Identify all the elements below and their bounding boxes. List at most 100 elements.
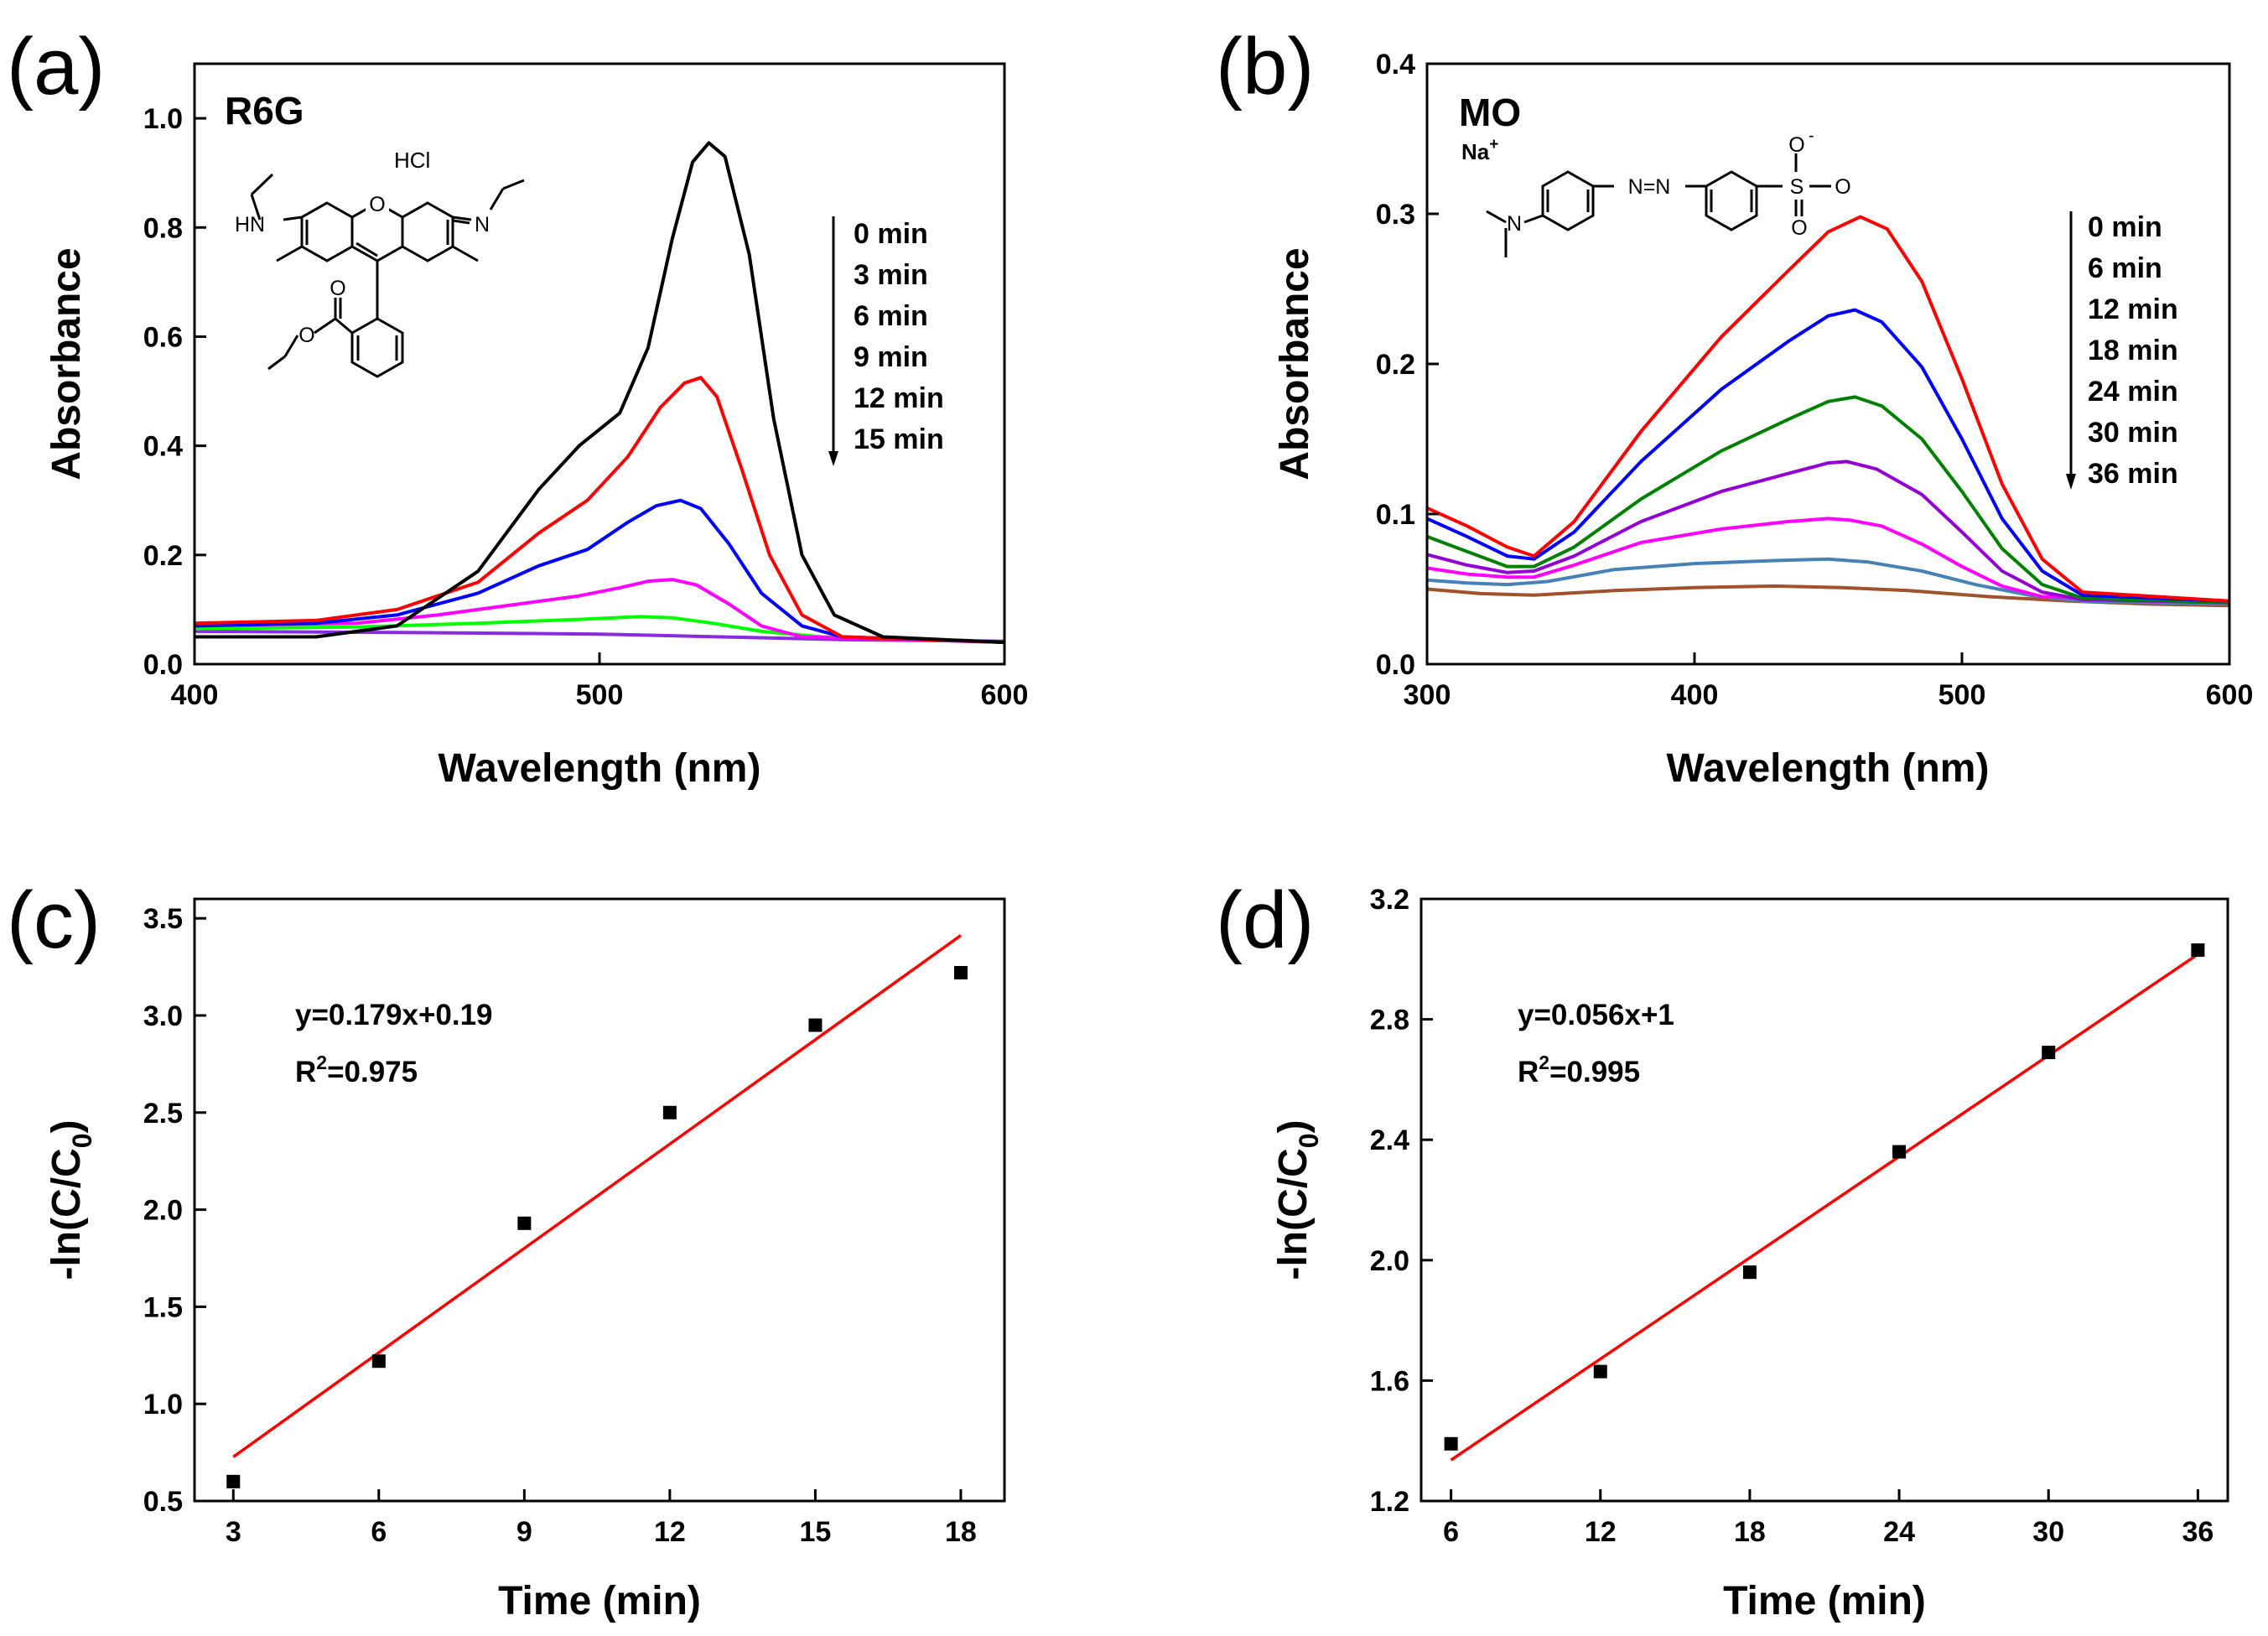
svg-text:S: S (1790, 175, 1804, 199)
panel-a-x-ticks: 400 500 600 (171, 652, 1029, 711)
legend-item: 18 min (2088, 335, 2178, 366)
fit-line (232, 934, 962, 1458)
panel-d-equation: y=0.056x+1 (1518, 999, 1674, 1031)
x-tick-label: 600 (981, 679, 1029, 711)
y-tick-label: 1.0 (143, 103, 183, 135)
panel-b-legend: 0 min 6 min 12 min 18 min 24 min 30 min … (2088, 211, 2178, 490)
data-point (371, 1354, 386, 1369)
y-tick-label: 0.5 (143, 1486, 183, 1518)
panel-b-legend-arrow (2066, 474, 2076, 490)
data-point (517, 1216, 532, 1230)
panel-b-x-label: Wavelength (nm) (1667, 746, 1990, 791)
panel-a-compound-label: R6G (225, 89, 304, 132)
x-tick-label: 400 (1671, 679, 1719, 711)
panel-b-compound-label: MO (1459, 91, 1521, 134)
y-tick-label: 3.5 (143, 903, 183, 935)
x-tick-label: 400 (171, 679, 219, 711)
x-tick-label: 30 (2032, 1516, 2064, 1548)
r6g-structure: O HN N O O HCl (235, 148, 525, 378)
x-tick-label: 12 (1585, 1516, 1617, 1548)
series-line-9-min (194, 578, 1005, 644)
y-tick-label: 0.4 (1376, 49, 1415, 81)
svg-text:N=N: N=N (1628, 175, 1671, 199)
svg-text:N: N (1507, 212, 1522, 236)
x-tick-label: 500 (1938, 679, 1986, 711)
y-tick-label: 0.2 (143, 540, 183, 572)
x-tick-label: 6 (371, 1516, 387, 1548)
fit-line (1450, 953, 2199, 1462)
data-point (1742, 1265, 1757, 1280)
data-point (1444, 1436, 1458, 1451)
svg-text:O: O (1835, 175, 1850, 199)
panel-d-x-ticks: 6 12 18 24 30 36 (1443, 1489, 2214, 1548)
panel-b-y-ticks: 0.0 0.1 0.2 0.3 0.4 (1376, 49, 1439, 681)
series-line-0-min (195, 141, 1005, 644)
svg-text:O: O (298, 324, 314, 347)
series-line-24-min (1426, 517, 2230, 605)
data-point (2191, 943, 2205, 958)
panel-d: (d) 6 12 18 24 30 36 1.2 1.6 2.0 2.4 2.8 3.2 Time … (1216, 875, 2229, 1623)
panel-a: (a) 400 500 600 0.0 0.2 0.4 0.6 0.8 1.0 Wavelen… (7, 22, 1028, 791)
y-tick-label: 2.0 (143, 1195, 183, 1227)
panel-c-series (226, 934, 968, 1488)
panel-b-x-ticks: 300 400 500 600 (1404, 652, 2253, 711)
legend-item: 0 min (2088, 211, 2162, 243)
data-point (1593, 1364, 1607, 1379)
data-point (808, 1018, 823, 1032)
panel-d-plot-frame (1419, 897, 2229, 1503)
y-tick-label: 1.6 (1370, 1365, 1409, 1397)
legend-item: 36 min (2088, 458, 2178, 490)
legend-item: 6 min (854, 300, 928, 332)
panel-c: (c) 3 6 9 12 15 18 0.5 1.0 1.5 2.0 2.5 3.0 3.5 Time… (7, 875, 1006, 1623)
series-line-12-min (1426, 395, 2230, 605)
y-tick-label: 2.8 (1370, 1005, 1409, 1036)
panel-d-y-ticks: 1.2 1.6 2.0 2.4 2.8 3.2 (1370, 884, 1433, 1518)
series-line-18-min (1426, 460, 2230, 605)
y-tick-label: 2.5 (143, 1098, 183, 1130)
panel-a-y-ticks: 0.0 0.2 0.4 0.6 0.8 1.0 (143, 103, 206, 681)
x-tick-label: 300 (1404, 679, 1451, 711)
legend-item: 12 min (854, 382, 944, 414)
data-point (662, 1105, 677, 1119)
panel-a-legend: 0 min 3 min 6 min 9 min 12 min 15 min (854, 218, 944, 455)
legend-item: 30 min (2088, 417, 2178, 449)
panel-c-plot-frame (193, 897, 1006, 1503)
series-line-30-min (1426, 557, 2230, 606)
x-tick-label: 36 (2182, 1516, 2214, 1548)
legend-item: 12 min (2088, 293, 2178, 325)
panel-a-y-label: Absorbance (44, 247, 89, 480)
y-tick-label: 1.2 (1370, 1486, 1409, 1518)
x-tick-label: 15 (799, 1516, 831, 1548)
panel-b-label: (b) (1216, 22, 1314, 112)
series-line-0-min (1426, 215, 2230, 603)
panel-b-series (1426, 215, 2230, 608)
series-line-3-min (194, 376, 1005, 644)
panel-d-label: (d) (1216, 875, 1314, 965)
panel-b-y-label: Absorbance (1273, 247, 1317, 480)
panel-c-x-label: Time (min) (498, 1579, 701, 1623)
series-line-6-min (1426, 308, 2230, 603)
x-tick-label: 3 (226, 1516, 241, 1548)
panel-b: (b) 300 400 500 600 0.0 0.1 0.2 0.3 0.4 Wavelen… (1216, 22, 2253, 791)
x-tick-label: 6 (1443, 1516, 1459, 1548)
y-tick-label: 0.0 (1376, 649, 1415, 681)
y-tick-label: 2.4 (1370, 1124, 1409, 1156)
panel-c-x-ticks: 3 6 9 12 15 18 (226, 1489, 977, 1548)
x-tick-label: 9 (516, 1516, 532, 1548)
y-tick-label: 0.1 (1376, 499, 1415, 531)
y-tick-label: 0.4 (143, 431, 183, 463)
legend-item: 9 min (854, 341, 928, 373)
panel-d-r2: R2=0.995 (1518, 1052, 1640, 1088)
svg-text:HN: HN (235, 213, 265, 236)
data-point (1892, 1145, 1907, 1159)
x-tick-label: 18 (945, 1516, 977, 1548)
y-tick-label: 3.0 (143, 1000, 183, 1032)
panel-d-y-label: -ln(C/C0) (1271, 1119, 1324, 1280)
panel-c-r2: R2=0.975 (295, 1052, 418, 1088)
panel-a-series (194, 141, 1005, 644)
data-point (226, 1474, 241, 1488)
legend-item: 6 min (2088, 252, 2162, 284)
svg-text:O: O (330, 277, 345, 300)
data-point (953, 966, 968, 980)
